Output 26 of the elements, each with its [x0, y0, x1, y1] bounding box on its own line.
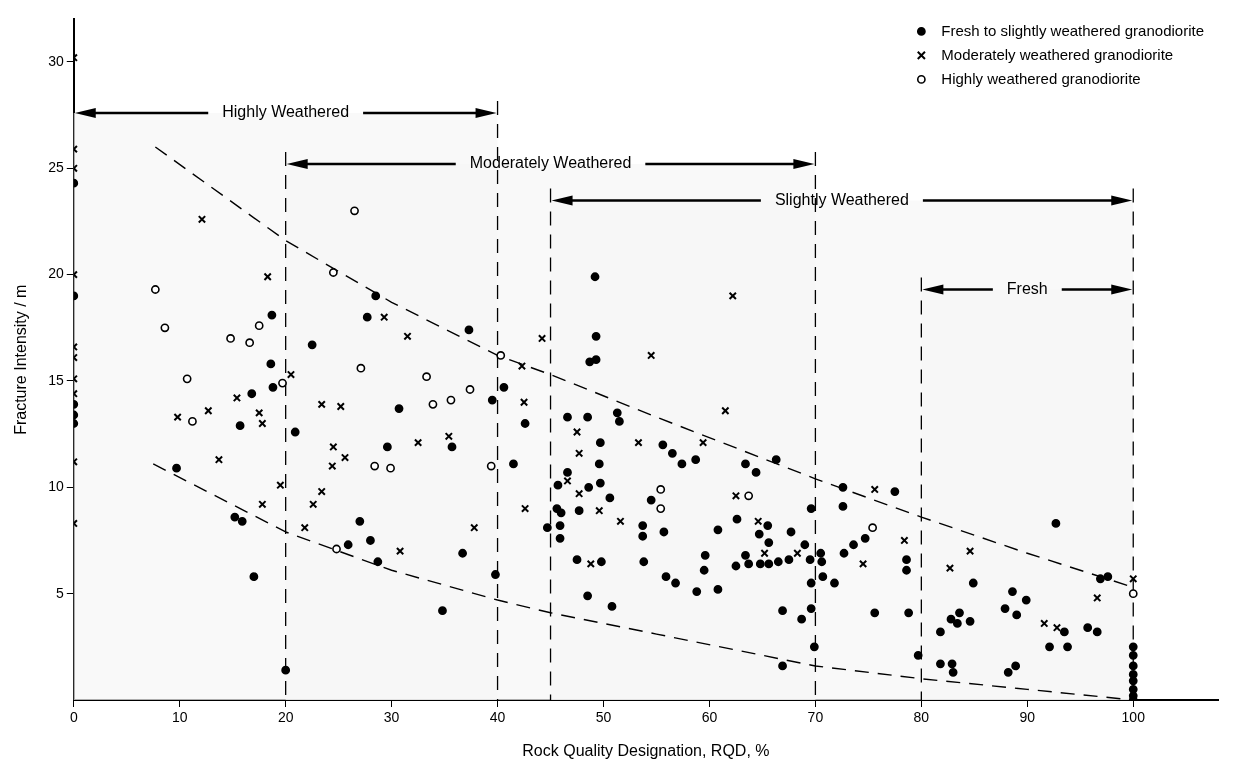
band-label: Fresh: [1006, 280, 1048, 297]
y-tick-label: 25: [48, 159, 64, 176]
band-label: Highly Weathered: [222, 103, 350, 121]
x-tick-label: 70: [807, 709, 824, 726]
legend-label: Moderately weathered granodiorite: [941, 45, 1174, 63]
x-tick-label: 10: [171, 709, 188, 726]
x-tick-label: 100: [1121, 709, 1146, 726]
x-tick-label: 30: [383, 709, 400, 726]
y-axis-title: Fracture Intensity / m: [12, 284, 30, 435]
y-tick-label: 5: [55, 584, 64, 601]
band-label: Moderately Weathered: [469, 154, 632, 172]
x-tick-label: 90: [1019, 709, 1036, 726]
y-tick-label: 30: [48, 52, 64, 69]
x-tick-label: 80: [913, 709, 930, 726]
y-tick-label: 10: [48, 478, 64, 495]
y-tick-label: 15: [48, 371, 64, 388]
y-tick-label: 20: [48, 265, 64, 282]
x-axis-title: Rock Quality Designation, RQD, %: [522, 741, 770, 759]
x-tick-label: 40: [489, 709, 506, 726]
x-tick-label: 20: [277, 709, 294, 726]
band-label: Slightly Weathered: [774, 190, 909, 208]
legend-label: Highly weathered granodiorite: [941, 69, 1141, 87]
x-tick-label: 60: [701, 709, 718, 726]
x-tick-label: 50: [595, 709, 612, 726]
x-tick-label: 0: [69, 709, 78, 726]
legend-label: Fresh to slightly weathered granodiorite: [941, 21, 1204, 39]
